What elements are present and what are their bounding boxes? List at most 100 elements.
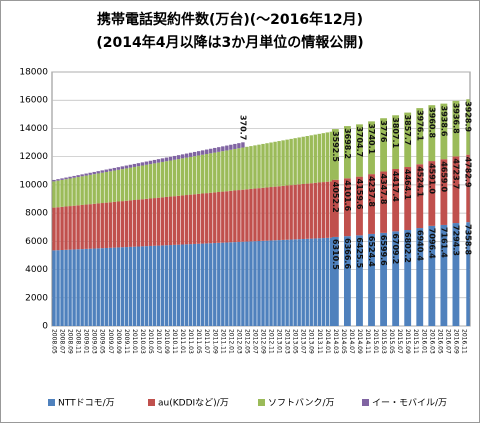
bar-segment [124, 247, 129, 326]
x-tick-label: 2011.09 [211, 329, 218, 354]
x-tick-label: 2008.07 [59, 329, 66, 354]
bar-segment [392, 231, 400, 326]
bar-segment [416, 108, 424, 165]
bar-segment [92, 248, 96, 326]
bar-segment [416, 164, 424, 229]
bar-segment [209, 148, 213, 154]
bar-segment [368, 233, 375, 326]
x-tick-label: 2014.03 [332, 329, 339, 354]
bar-segment [124, 168, 129, 201]
x-tick-label: 2013.05 [292, 329, 299, 354]
x-tick-label: 2010.09 [163, 329, 170, 354]
bar-segment [76, 205, 80, 250]
bar-segment [80, 204, 84, 250]
bar-segment [205, 149, 209, 155]
bar-segment [188, 156, 193, 195]
bar-segment [205, 243, 209, 326]
bar-segment [309, 135, 313, 184]
bar-segment [96, 171, 100, 174]
bar-segment [152, 198, 157, 246]
bar-segment [217, 147, 221, 152]
bar-segment [213, 152, 217, 193]
bar-segment [92, 174, 96, 204]
bar-segment [269, 142, 273, 188]
data-label: 6599.6 [379, 235, 388, 266]
bar-segment [136, 246, 141, 326]
bar-segment [225, 191, 229, 243]
bar-segment [72, 177, 76, 206]
data-label: 7294.3 [451, 225, 460, 256]
x-tick-label: 2014.07 [348, 329, 355, 354]
bar-segment [229, 190, 233, 243]
bar-segment [297, 239, 301, 326]
bar-segment [184, 244, 189, 326]
bar-segment [108, 247, 112, 326]
bar-segment [80, 249, 84, 326]
bar-segment [269, 187, 273, 241]
bar-segment [192, 151, 197, 157]
bar-segment [120, 201, 125, 248]
data-label: 4723.7 [451, 158, 460, 189]
bar-segment [112, 167, 117, 171]
bar-segment [128, 246, 133, 326]
bar-segment [229, 149, 233, 191]
bar-segment [201, 150, 205, 155]
bar-segment [92, 203, 96, 249]
data-label: 4237.8 [367, 176, 376, 207]
data-label: 4782.9 [463, 157, 472, 188]
bar-segment [273, 186, 277, 241]
bar-segment [217, 151, 221, 192]
bar-segment [116, 247, 121, 326]
bar-segment [428, 225, 436, 326]
bar-segment [56, 179, 60, 181]
bar-segment [180, 158, 185, 196]
x-tick-label: 2012.09 [260, 329, 267, 354]
bar-segment [88, 204, 92, 249]
bar-segment [88, 172, 92, 175]
x-tick-label: 2013.09 [308, 329, 315, 354]
bar-segment [148, 160, 153, 165]
data-label: 6310.5 [331, 239, 340, 270]
data-label: 4101.6 [343, 180, 352, 211]
chart-title: 携帯電話契約件数(万台)(～2016年12月) [97, 11, 363, 28]
bar-segment [221, 242, 225, 326]
bar-segment [56, 207, 60, 251]
bar-segment [88, 248, 92, 326]
bar-segment [152, 163, 157, 199]
x-tick-label: 2009.11 [123, 329, 130, 354]
bar-segment [140, 246, 145, 326]
bar-segment [164, 161, 169, 197]
bar-segment [285, 185, 289, 240]
bar-segment [176, 195, 181, 245]
bar-segment [213, 243, 217, 326]
bar-segment [404, 112, 412, 168]
bar-segment [273, 240, 277, 326]
x-tick-label: 2012.03 [235, 329, 242, 354]
bar-segment [196, 155, 201, 194]
bar-segment [245, 241, 249, 326]
bar-segment [233, 242, 237, 326]
bar-segment [184, 153, 189, 158]
legend-swatch [362, 399, 369, 406]
bar-segment [68, 206, 72, 250]
bar-segment [76, 175, 80, 178]
bar-segment [297, 184, 301, 240]
bar-segment [148, 164, 153, 199]
bar-segment [317, 238, 321, 326]
bar-segment [452, 156, 460, 224]
bar-segment [237, 148, 241, 191]
bar-segment [144, 161, 149, 165]
data-label: 6802.2 [403, 232, 412, 263]
bar-segment [140, 165, 145, 200]
bar-segment [108, 171, 112, 203]
data-label: 4591.0 [427, 163, 436, 194]
bar-segment [213, 192, 217, 244]
x-tick-label: 2009.01 [83, 329, 90, 354]
bar-segment [172, 159, 177, 197]
x-tick-label: 2016.07 [444, 329, 451, 354]
bar-segment [132, 163, 137, 167]
bar-segment [116, 201, 121, 248]
bar-segment [124, 200, 129, 248]
bar-segment [257, 241, 261, 326]
bar-segment [466, 99, 470, 155]
